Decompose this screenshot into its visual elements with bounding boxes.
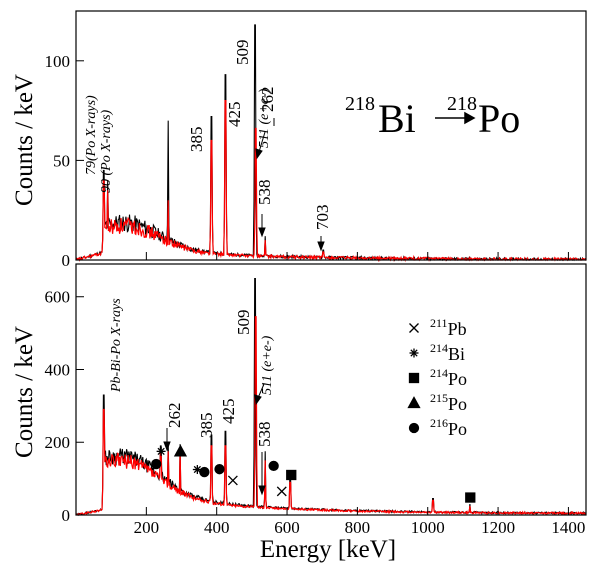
top-plot-frame	[75, 10, 587, 261]
bottom-annotation-425: 425	[219, 399, 238, 425]
bottom-series-1-line	[75, 316, 587, 516]
bottom-x-tick-label-1200: 1200	[481, 518, 515, 537]
bottom-annotation-xrays: Pb-Bi-Po X-rays	[109, 298, 124, 393]
marker-circle-0	[151, 458, 162, 470]
legend-mass-3: 215	[430, 391, 448, 405]
bottom-x-tick-label-800: 800	[345, 518, 371, 537]
x-axis-title: Energy [keV]	[260, 536, 396, 563]
legend-entry-3: 215Po	[430, 391, 467, 414]
legend-entry-1: 214Bi	[430, 341, 465, 364]
bottom-arrows	[163, 383, 266, 496]
isotope-markers	[151, 444, 476, 503]
top-y-tick-label-50: 50	[53, 151, 70, 170]
legend-element-4: Po	[448, 419, 467, 439]
reaction-from-mass: 218	[345, 93, 375, 115]
top-annotation-509: 509	[233, 40, 252, 66]
bottom-axis-ticks: 0 200 400 600 200 400 600 800 1000 1200 1400	[45, 288, 586, 537]
top-annotation-511: 511 (e+e-)	[257, 88, 272, 148]
legend-entry-0: 211Pb	[430, 316, 467, 339]
top-arrows	[255, 118, 325, 252]
legend-symbol-3	[407, 396, 421, 409]
legend-element-2: Po	[448, 369, 467, 389]
bottom-y-tick-label-200: 200	[45, 433, 71, 452]
reaction-label: 218 Bi 218 Po	[345, 93, 520, 141]
marker-square-10	[465, 492, 476, 503]
top-y-tick-label-100: 100	[45, 52, 71, 71]
top-annotation-79: 79(Po X-rays)	[84, 95, 99, 175]
legend-symbol-0	[409, 323, 419, 333]
marker-cross-6	[227, 475, 238, 486]
bottom-x-tick-label-400: 400	[204, 518, 230, 537]
bottom-y-axis-title: Counts / keV	[11, 326, 38, 458]
legend-entry-2: 214Po	[430, 366, 467, 389]
bottom-annotation-385: 385	[197, 413, 216, 439]
legend-mass-4: 216	[430, 416, 448, 430]
top-axis-ticks: 0 50 100	[45, 52, 569, 270]
bottom-x-tick-label-1400: 1400	[551, 518, 585, 537]
marker-triangle-2	[173, 444, 188, 457]
bottom-y-tick-label-0: 0	[62, 506, 71, 525]
bottom-annotation-509: 509	[234, 310, 253, 336]
top-annotation-90: 90 (Po X-rays)	[99, 109, 114, 193]
top-panel: 0 50 100 Counts / keV 79(Po X-rays) 90 (Po…	[11, 10, 587, 270]
marker-square-9	[286, 469, 297, 481]
bottom-series-0-line	[75, 278, 587, 517]
bottom-annotation-262: 262	[165, 403, 184, 429]
bottom-plot-frame	[75, 263, 587, 516]
legend-symbol-1	[409, 348, 419, 358]
top-annotation-703: 703	[313, 205, 332, 231]
bottom-x-tick-label-1000: 1000	[411, 518, 445, 537]
top-y-axis-title: Counts / keV	[11, 74, 38, 206]
bottom-annotation-538: 538	[255, 422, 274, 448]
legend-mass-1: 214	[430, 341, 448, 355]
marker-circle-5	[214, 464, 225, 475]
bottom-spectrum-traces	[75, 278, 587, 517]
top-annotation-262: 262	[258, 87, 277, 113]
reaction-to-mass: 218	[447, 93, 477, 115]
legend-mass-2: 214	[430, 366, 448, 380]
bottom-panel: 0 200 400 600 200 400 600 800 1000 1200 1400 Count…	[11, 263, 587, 563]
bottom-annotation-511: 511 (e+e-)	[260, 335, 275, 395]
marker-cross-8	[276, 486, 287, 497]
legend-symbol-4	[408, 422, 420, 434]
reaction-to-element: Po	[478, 96, 520, 141]
bottom-x-tick-label-600: 600	[274, 518, 300, 537]
top-annotation-538: 538	[255, 180, 274, 206]
legend-mass-0: 211	[430, 316, 448, 330]
legend-element-1: Bi	[448, 344, 465, 364]
marker-asterisk-1	[156, 446, 166, 456]
legend-element-3: Po	[448, 394, 467, 414]
legend-element-0: Pb	[448, 319, 467, 339]
top-annotation-425: 425	[225, 102, 244, 128]
bottom-x-tick-label-200: 200	[134, 518, 160, 537]
legend-symbol-2	[408, 372, 420, 384]
marker-circle-7	[268, 460, 279, 472]
top-y-tick-label-0: 0	[62, 251, 71, 270]
reaction-from-element: Bi	[378, 96, 416, 141]
bottom-y-tick-label-400: 400	[45, 360, 71, 379]
bottom-y-tick-label-600: 600	[45, 288, 71, 307]
marker-circle-4	[199, 466, 210, 478]
reaction-arrow	[435, 111, 476, 125]
legend-entry-4: 216Po	[430, 416, 467, 439]
top-annotation-385: 385	[187, 127, 206, 153]
